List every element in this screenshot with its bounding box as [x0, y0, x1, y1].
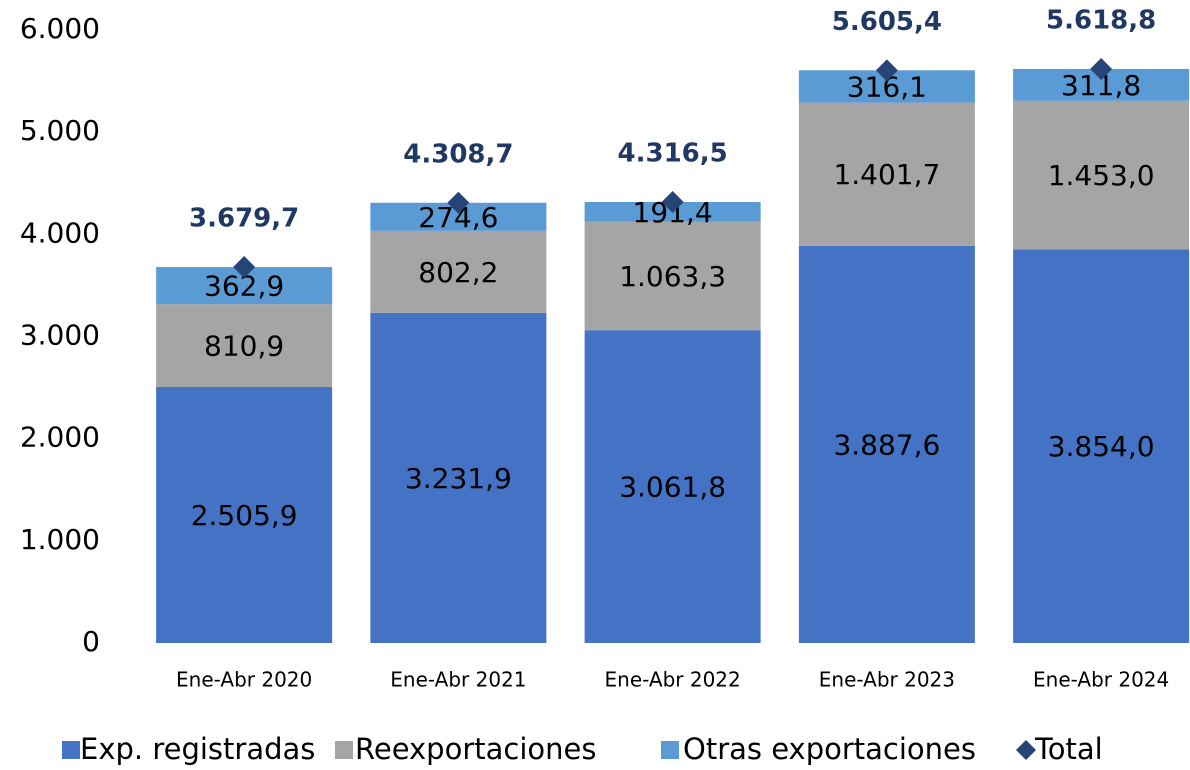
segment-label: 1.401,7	[833, 158, 940, 191]
segment-label: 3.061,8	[619, 471, 726, 504]
x-tick-label: Ene-Abr 2020	[176, 668, 312, 692]
total-label: 4.316,5	[618, 138, 728, 168]
y-tick-label: 4.000	[20, 216, 100, 249]
y-tick-label: 0	[82, 625, 100, 658]
segment-label: 802,2	[418, 256, 498, 289]
legend-label: Total	[1034, 732, 1103, 766]
y-tick-label: 1.000	[20, 523, 100, 556]
x-tick-label: Ene-Abr 2023	[819, 668, 955, 692]
total-marker	[447, 191, 470, 214]
segment-label: 3.854,0	[1048, 430, 1155, 463]
bar-segment	[370, 312, 547, 643]
bar-segment	[156, 304, 333, 387]
bar-segment	[370, 230, 547, 313]
legend-label: Reexportaciones	[355, 732, 596, 766]
total-label: 5.605,4	[832, 7, 942, 37]
bar-segment	[798, 245, 975, 643]
legend-swatch	[335, 741, 353, 759]
segment-label: 2.505,9	[191, 499, 298, 532]
legend-label: Otras exportaciones	[683, 732, 976, 766]
bar-segment	[584, 221, 761, 331]
total-marker	[661, 190, 684, 213]
total-marker	[875, 59, 898, 82]
y-tick-label: 5.000	[20, 114, 100, 147]
segment-label: 1.063,3	[619, 260, 726, 293]
segment-label: 810,9	[204, 330, 284, 363]
legend-swatch	[62, 741, 80, 759]
x-tick-label: Ene-Abr 2022	[605, 668, 741, 692]
total-marker	[233, 256, 256, 279]
x-tick-label: Ene-Abr 2021	[390, 668, 526, 692]
total-label: 4.308,7	[403, 139, 513, 169]
bar-segment	[584, 330, 761, 643]
y-tick-label: 6.000	[20, 12, 100, 45]
bar-segment	[798, 102, 975, 246]
y-tick-label: 2.000	[20, 421, 100, 454]
segment-label: 1.453,0	[1048, 159, 1155, 192]
bar-segment	[1013, 100, 1190, 250]
y-tick-label: 3.000	[20, 319, 100, 352]
legend-label: Exp. registradas	[80, 732, 315, 766]
segment-label: 3.231,9	[405, 462, 512, 495]
total-marker	[1090, 57, 1113, 80]
legend-marker	[1016, 740, 1036, 760]
total-label: 5.618,8	[1046, 5, 1156, 35]
total-label: 3.679,7	[189, 204, 299, 234]
segment-label: 3.887,6	[833, 428, 940, 461]
bar-segment	[1013, 249, 1190, 643]
legend-swatch	[661, 741, 679, 759]
bar-segment	[156, 386, 333, 643]
x-tick-label: Ene-Abr 2024	[1033, 668, 1169, 692]
